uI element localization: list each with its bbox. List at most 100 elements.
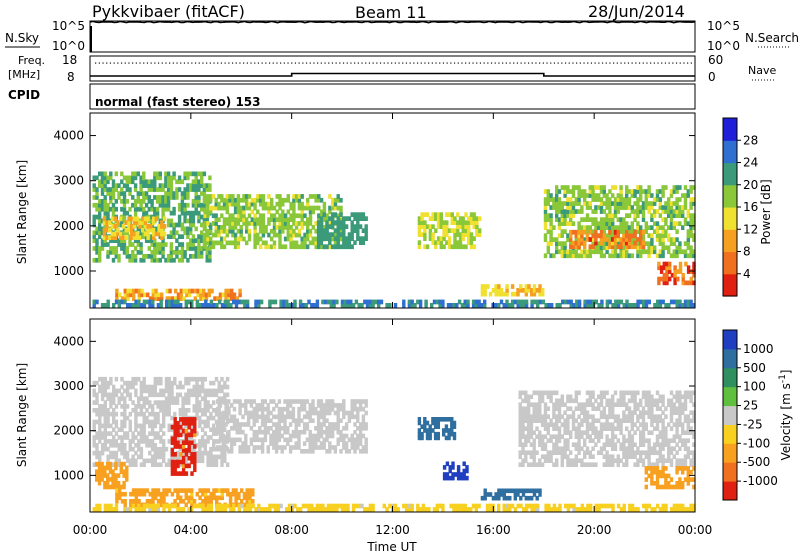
heatmap-cell bbox=[423, 428, 427, 433]
heatmap-cell bbox=[344, 449, 349, 454]
heatmap-cell bbox=[142, 191, 146, 196]
heatmap-cell bbox=[686, 299, 690, 305]
heatmap-cell bbox=[114, 183, 118, 188]
heatmap-cell bbox=[145, 415, 149, 421]
heatmap-cell bbox=[111, 202, 116, 208]
heatmap-cell bbox=[622, 237, 626, 242]
heatmap-cell bbox=[639, 249, 643, 255]
heatmap-cell bbox=[286, 410, 290, 416]
heatmap-cell bbox=[120, 427, 124, 432]
heatmap-cell bbox=[622, 394, 626, 400]
heatmap-cell bbox=[675, 462, 679, 467]
heatmap-cell bbox=[134, 376, 138, 382]
heatmap-cell bbox=[109, 392, 113, 398]
heatmap-cell bbox=[239, 205, 243, 211]
heatmap-cell bbox=[417, 224, 422, 229]
heatmap-cell bbox=[306, 228, 310, 234]
heatmap-cell bbox=[187, 432, 191, 438]
heatmap-cell bbox=[158, 171, 162, 177]
heatmap-cell bbox=[518, 390, 522, 396]
heatmap-cell bbox=[122, 202, 127, 208]
heatmap-cell bbox=[274, 445, 279, 450]
heatmap-cell bbox=[138, 235, 142, 240]
heatmap-cell bbox=[342, 410, 346, 416]
heatmap-cell bbox=[597, 303, 601, 308]
heatmap-cell bbox=[322, 414, 326, 420]
heatmap-cell bbox=[100, 183, 105, 188]
heatmap-cell bbox=[140, 288, 144, 294]
heatmap-cell bbox=[692, 272, 696, 278]
heatmap-cell bbox=[494, 495, 498, 501]
heatmap-cell bbox=[274, 403, 279, 408]
heatmap-cell bbox=[175, 454, 180, 460]
heatmap-cell bbox=[342, 236, 346, 241]
heatmap-cell bbox=[166, 206, 171, 212]
heatmap-cell bbox=[546, 426, 550, 431]
heatmap-cell bbox=[108, 235, 112, 240]
heatmap-cell bbox=[647, 241, 651, 246]
heatmap-cell bbox=[611, 406, 615, 411]
heatmap-cell bbox=[141, 216, 145, 222]
heatmap-cell bbox=[230, 418, 234, 423]
heatmap-cell bbox=[120, 199, 124, 204]
heatmap-cell bbox=[361, 399, 366, 404]
heatmap-cell bbox=[100, 187, 105, 192]
heatmap-cell bbox=[156, 454, 160, 460]
heatmap-cell bbox=[111, 250, 116, 255]
heatmap-cell bbox=[215, 499, 219, 504]
heatmap-cell bbox=[136, 238, 140, 243]
heatmap-cell bbox=[333, 445, 338, 450]
heatmap-cell bbox=[447, 244, 452, 250]
heatmap-cell bbox=[364, 236, 368, 241]
heatmap-cell bbox=[277, 399, 282, 404]
heatmap-cell bbox=[536, 303, 540, 308]
heatmap-cell bbox=[491, 495, 496, 501]
heatmap-cell bbox=[181, 471, 186, 476]
heatmap-cell bbox=[661, 209, 665, 214]
heatmap-cell bbox=[184, 488, 188, 493]
heatmap-cell bbox=[625, 221, 629, 226]
heatmap-cell bbox=[683, 394, 688, 400]
heatmap-cell bbox=[424, 299, 428, 305]
heatmap-cell bbox=[555, 197, 559, 202]
heatmap-cell bbox=[577, 422, 581, 427]
heatmap-cell bbox=[232, 292, 237, 298]
heatmap-cell bbox=[179, 417, 183, 422]
heatmap-cell bbox=[128, 254, 132, 259]
heatmap-cell bbox=[160, 235, 164, 240]
power-heatmap bbox=[92, 171, 696, 308]
heatmap-cell bbox=[650, 217, 654, 222]
heatmap-cell bbox=[647, 402, 651, 407]
heatmap-cell bbox=[322, 232, 326, 237]
heatmap-cell bbox=[571, 189, 576, 194]
heatmap-cell bbox=[574, 426, 578, 431]
heatmap-cell bbox=[123, 435, 127, 440]
heatmap-cell bbox=[358, 399, 363, 404]
heatmap-cell bbox=[159, 423, 163, 429]
heatmap-cell bbox=[100, 230, 105, 236]
heatmap-cell bbox=[227, 292, 231, 298]
heatmap-cell bbox=[599, 233, 604, 239]
heatmap-cell bbox=[162, 495, 166, 501]
heatmap-cell bbox=[112, 388, 116, 394]
heatmap-cell bbox=[377, 299, 381, 305]
heatmap-cell bbox=[98, 210, 102, 216]
heatmap-cell bbox=[555, 462, 559, 467]
heatmap-cell bbox=[162, 216, 167, 222]
heatmap-cell bbox=[350, 236, 354, 241]
heatmap-cell bbox=[613, 245, 618, 251]
heatmap-cell bbox=[436, 435, 440, 441]
heatmap-cell bbox=[597, 438, 601, 443]
heatmap-cell bbox=[316, 426, 321, 431]
heatmap-cell bbox=[111, 473, 115, 478]
heatmap-cell bbox=[170, 299, 174, 305]
heatmap-cell bbox=[532, 410, 536, 415]
heatmap-cell bbox=[529, 418, 534, 423]
heatmap-cell bbox=[314, 221, 318, 226]
heatmap-cell bbox=[212, 388, 216, 394]
heatmap-cell bbox=[209, 454, 213, 460]
heatmap-cell bbox=[692, 265, 696, 271]
heatmap-cell bbox=[563, 217, 567, 222]
heatmap-cell bbox=[653, 442, 657, 447]
